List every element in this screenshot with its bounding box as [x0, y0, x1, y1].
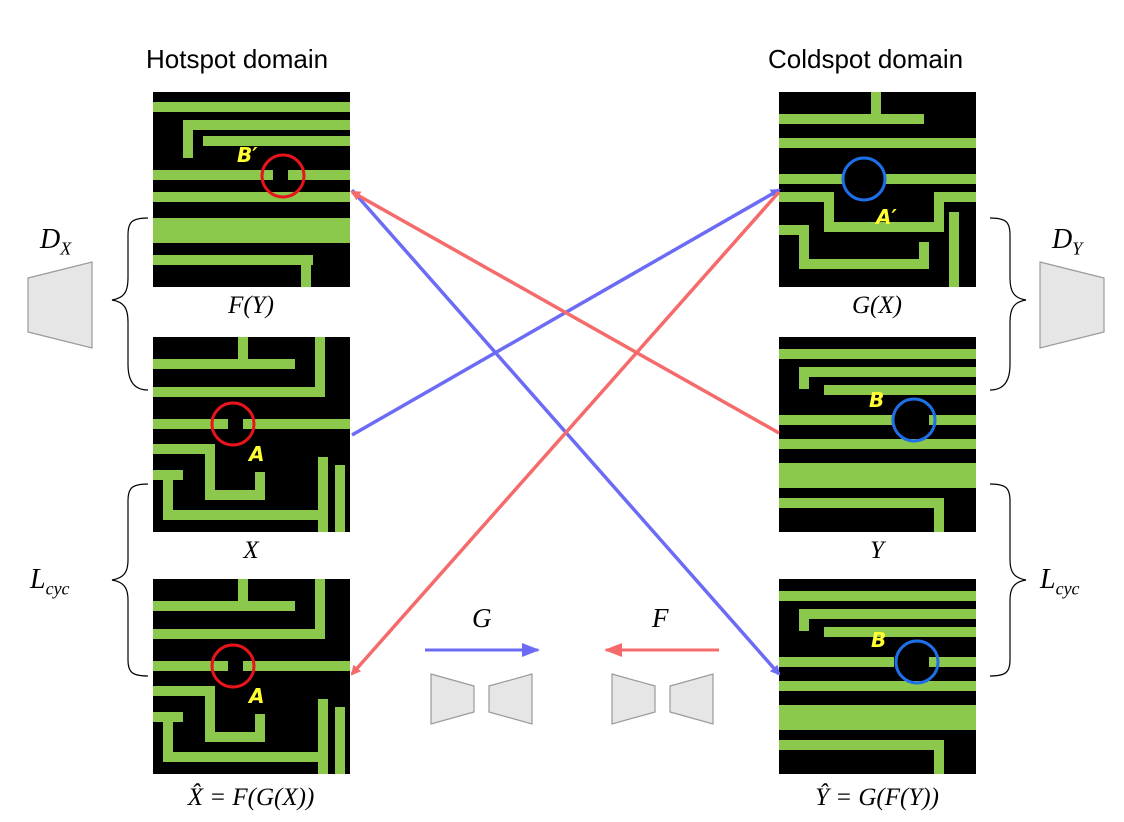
- point-label-a-prime: A′: [874, 205, 897, 229]
- brace-d-x: [111, 217, 149, 391]
- discriminator-d-x-shape: [27, 261, 93, 349]
- generator-f-encoder: [611, 673, 656, 725]
- generator-f-label: F: [652, 603, 669, 633]
- caption-f-of-y: F(Y): [228, 292, 274, 319]
- label-d-x: DX: [40, 224, 72, 259]
- hotspot-circle-a-hat: [210, 643, 256, 689]
- tile-y: B: [779, 337, 976, 532]
- point-label-b: B: [869, 388, 884, 412]
- hotspot-domain-heading: Hotspot domain: [146, 44, 329, 74]
- point-label-b-hat: B: [871, 628, 886, 652]
- caption-x-hat: X̂ = F(G(X)): [187, 784, 315, 811]
- coldspot-circle-a-prime: [841, 156, 887, 202]
- coldspot-circle-b-hat: [894, 639, 940, 685]
- generator-g-label: G: [472, 603, 492, 633]
- caption-x: X: [243, 537, 259, 564]
- label-l-cyc-right: Lcyc: [1040, 564, 1080, 599]
- generator-g-decoder: [488, 673, 533, 725]
- hotspot-circle-b-prime: [260, 153, 306, 199]
- tile-y-hat: B: [779, 579, 976, 774]
- tile-x: A: [153, 337, 350, 532]
- arrow-y-to-f-of-y: [350, 190, 780, 435]
- generator-f-decoder: [669, 673, 714, 725]
- tile-x-hat: A: [153, 579, 350, 774]
- point-label-a-hat: A: [247, 684, 264, 708]
- generator-g-encoder: [430, 673, 475, 725]
- tile-g-of-x: A′: [779, 92, 976, 287]
- label-d-y: DY: [1052, 224, 1083, 259]
- point-label-a: A: [247, 442, 264, 466]
- caption-y-hat: Ŷ = G(F(Y)): [815, 784, 939, 811]
- hotspot-circle-a: [210, 401, 256, 447]
- caption-g-of-x: G(X): [852, 292, 902, 319]
- brace-l-cyc-right: [989, 483, 1027, 677]
- tile-f-of-y: B′: [153, 92, 350, 287]
- caption-y: Y: [870, 537, 884, 564]
- brace-l-cyc-left: [111, 483, 149, 677]
- point-label-b-prime: B′: [237, 143, 258, 167]
- discriminator-d-y-shape: [1039, 261, 1105, 349]
- arrow-g-of-x-to-x-hat: [350, 190, 781, 676]
- brace-d-y: [989, 217, 1027, 391]
- label-l-cyc-left: Lcyc: [30, 564, 70, 599]
- coldspot-domain-heading: Coldspot domain: [768, 44, 964, 74]
- coldspot-circle-b: [891, 397, 937, 443]
